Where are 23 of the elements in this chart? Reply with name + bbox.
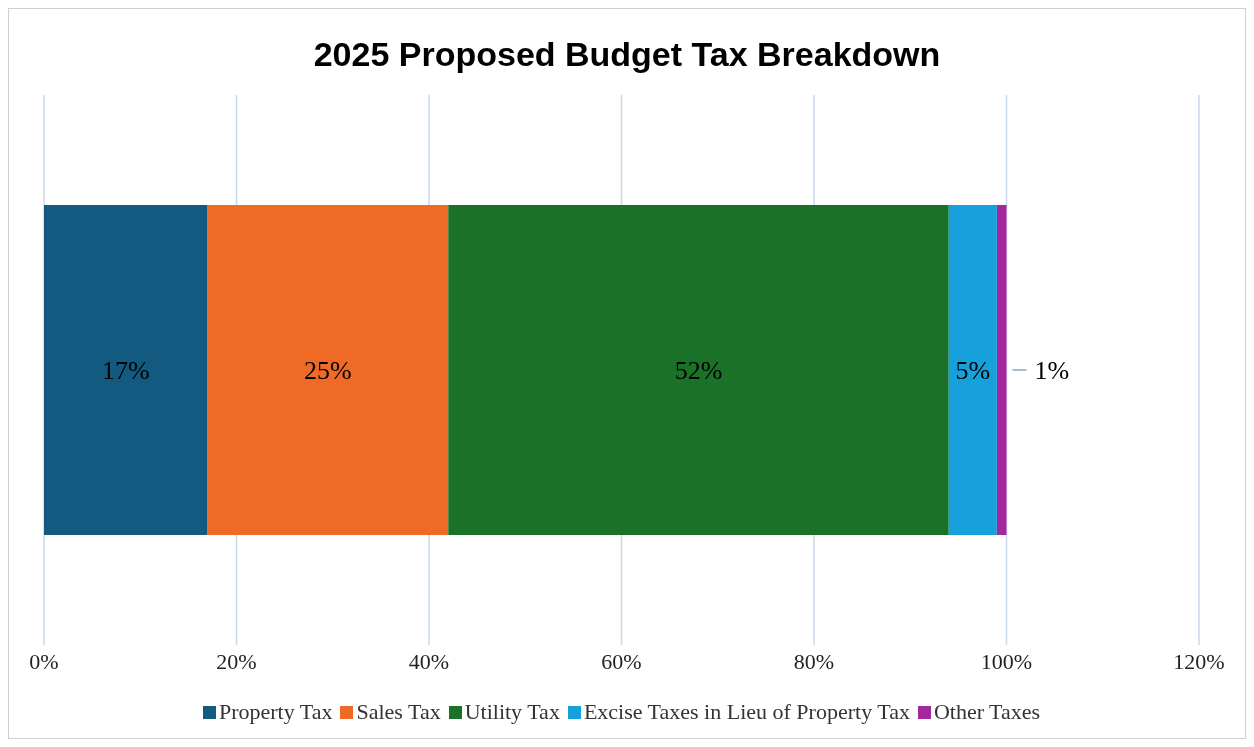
bar xyxy=(448,205,949,535)
bar xyxy=(207,205,449,535)
data-label: 17% xyxy=(101,355,150,385)
x-tick-label: 120% xyxy=(1173,648,1225,674)
bar xyxy=(44,205,208,535)
bar xyxy=(948,205,997,535)
legend-label: Sales Tax xyxy=(356,699,441,725)
x-tick-label: 100% xyxy=(980,648,1033,674)
data-label: 25% xyxy=(304,355,352,385)
x-tick-label: 80% xyxy=(793,648,835,674)
chart-title: 2025 Proposed Budget Tax Breakdown xyxy=(312,35,942,75)
x-tick-label: 60% xyxy=(601,648,642,674)
x-tick-label: 20% xyxy=(216,648,257,674)
data-label: 5% xyxy=(955,355,991,385)
x-tick-label: 40% xyxy=(408,648,450,674)
legend-label: Other Taxes xyxy=(933,699,1041,725)
legend-label: Utility Tax xyxy=(464,699,560,725)
data-label: 52% xyxy=(674,355,723,385)
bar xyxy=(996,205,1007,535)
legend-label: Property Tax xyxy=(218,699,333,725)
data-label: 1% xyxy=(1034,355,1070,385)
x-tick-label: 0% xyxy=(29,648,59,674)
legend-label: Excise Taxes in Lieu of Property Tax xyxy=(583,699,910,725)
